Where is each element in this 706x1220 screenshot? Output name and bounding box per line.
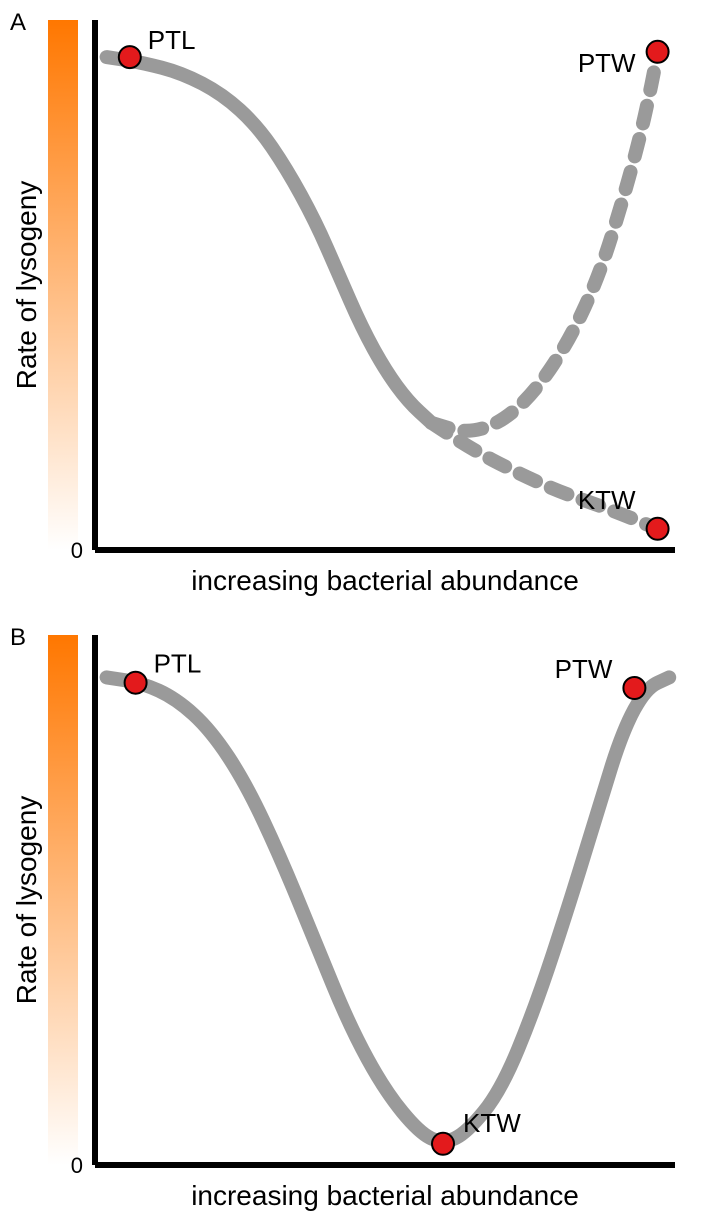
curve-branch-up [431, 52, 657, 431]
marker-PTW [623, 677, 645, 699]
panel-A: A 0 increasing bacterial abundance Rate of … [10, 9, 675, 596]
marker-label-PTL: PTL [148, 25, 196, 55]
origin-label: 0 [71, 1153, 83, 1178]
gradient-bar [48, 20, 78, 550]
marker-label-PTL: PTL [154, 649, 202, 679]
figure-container: A 0 increasing bacterial abundance Rate of … [0, 0, 706, 1220]
curve-u-curve [107, 677, 670, 1141]
y-axis-label: Rate of lysogeny [11, 796, 42, 1005]
x-axis-label: increasing bacterial abundance [191, 1180, 579, 1211]
figure-svg: A 0 increasing bacterial abundance Rate of … [0, 0, 706, 1220]
marker-PTL [125, 672, 147, 694]
origin-label: 0 [71, 538, 83, 563]
panel-label: A [10, 9, 26, 36]
marker-label-KTW: KTW [463, 1108, 521, 1138]
panel-label: B [10, 624, 26, 651]
marker-KTW [432, 1133, 454, 1155]
marker-label-KTW: KTW [578, 485, 636, 515]
y-axis-label: Rate of lysogeny [11, 181, 42, 390]
marker-label-PTW: PTW [578, 48, 636, 78]
marker-label-PTW: PTW [555, 654, 613, 684]
panel-B: B 0 increasing bacterial abundance Rate of … [10, 624, 675, 1211]
gradient-bar [48, 635, 78, 1165]
x-axis-label: increasing bacterial abundance [191, 565, 579, 596]
curve-main-sigmoid [107, 57, 432, 423]
marker-KTW [647, 518, 669, 540]
marker-PTW [647, 41, 669, 63]
marker-PTL [119, 46, 141, 68]
